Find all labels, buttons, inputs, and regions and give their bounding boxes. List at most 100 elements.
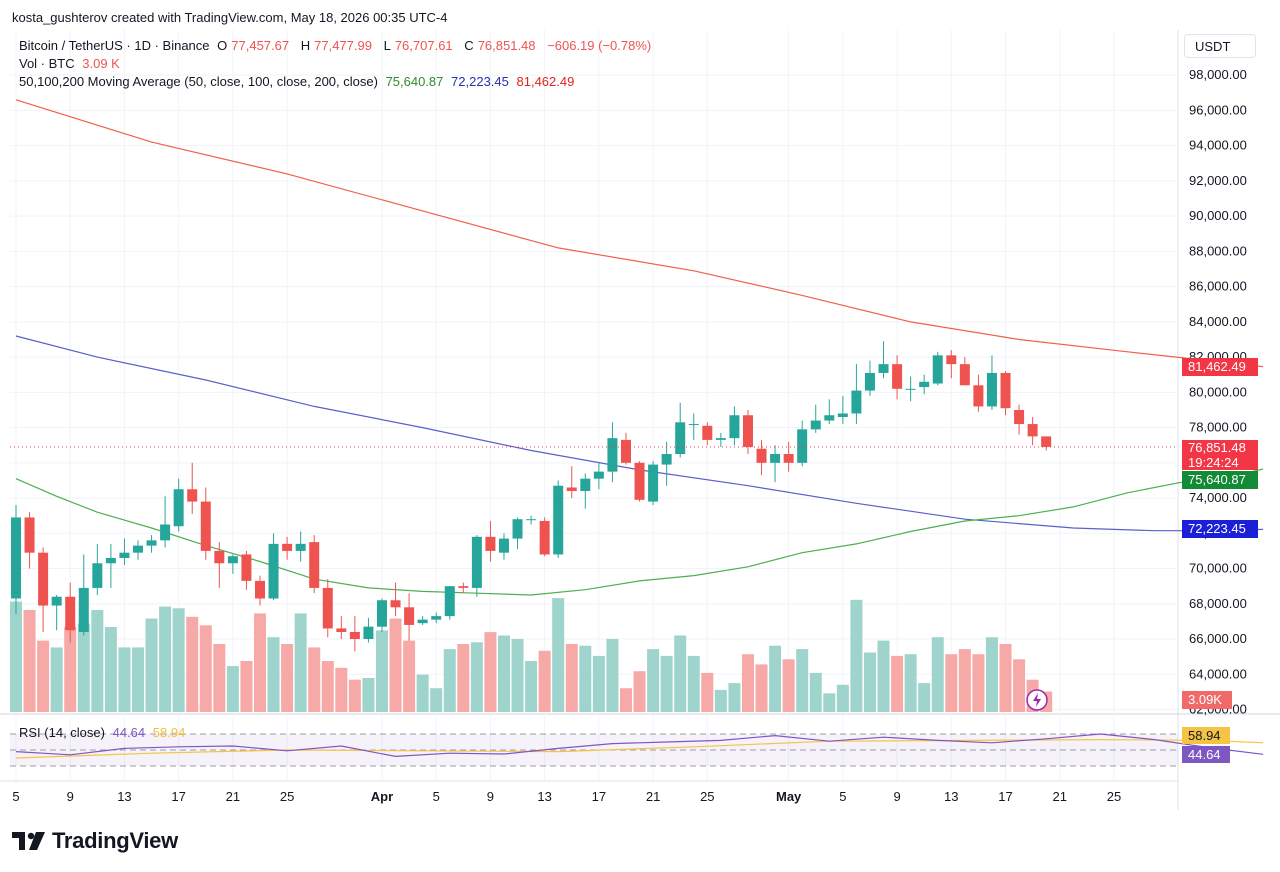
volume-bar — [728, 683, 741, 712]
candle-body — [797, 429, 808, 463]
candle-body — [810, 420, 821, 430]
volume-bar — [172, 608, 185, 712]
time-tick-label: 25 — [280, 789, 294, 804]
volume-bar — [918, 683, 931, 712]
candle-body — [160, 524, 171, 541]
candle-body — [295, 543, 306, 551]
time-tick-label: 21 — [1053, 789, 1067, 804]
high-value: 77,477.99 — [314, 38, 372, 53]
volume-bar — [145, 618, 158, 712]
candle-body — [241, 554, 252, 581]
candle-body — [51, 596, 62, 606]
volume-label[interactable]: Vol · BTC — [19, 56, 75, 71]
symbol-name[interactable]: Bitcoin / TetherUS · 1D · Binance — [19, 38, 210, 53]
volume-bar — [647, 649, 660, 712]
rsi-legend: RSI (14, close) 44.64 58.94 — [19, 725, 189, 740]
time-tick-label: 21 — [226, 789, 240, 804]
ma-label[interactable]: 50,100,200 Moving Average (50, close, 10… — [19, 74, 378, 89]
candle-body — [580, 478, 591, 492]
volume-bar — [375, 630, 388, 712]
volume-bar — [443, 649, 456, 712]
last-price-tag: 76,851.48 19:24:24 — [1182, 440, 1258, 470]
price-tick-label: 86,000.00 — [1189, 279, 1247, 294]
price-tick-label: 68,000.00 — [1189, 596, 1247, 611]
ma200-price-tag: 81,462.49 — [1182, 358, 1258, 376]
candle-body — [620, 439, 631, 463]
candle-body — [824, 415, 835, 421]
candle-body — [1027, 424, 1038, 437]
candle-body — [986, 372, 997, 407]
volume-bar — [809, 672, 822, 712]
volume-bar — [796, 649, 809, 712]
volume-bar — [904, 654, 917, 712]
ma200-value: 81,462.49 — [516, 74, 575, 89]
ma50-price-tag: 75,640.87 — [1182, 471, 1258, 489]
volume-bar — [77, 623, 90, 712]
candle-body — [282, 543, 293, 551]
volume-bar — [863, 652, 876, 712]
ma100-value: 72,223.45 — [451, 74, 509, 89]
volume-bar — [403, 640, 416, 712]
volume-bar — [470, 642, 483, 712]
volume-bar — [592, 655, 605, 712]
volume-bar — [619, 688, 632, 712]
last-price-value: 76,851.48 — [1188, 440, 1246, 455]
volume-bar — [118, 647, 131, 712]
volume-bar — [782, 659, 795, 712]
volume-bar — [633, 671, 646, 712]
candle-body — [675, 422, 686, 455]
volume-bar — [37, 640, 50, 712]
candle-body — [688, 424, 699, 426]
candle-body — [973, 385, 984, 407]
candle-body — [878, 364, 889, 373]
volume-bar — [213, 644, 226, 712]
candle-body — [268, 543, 279, 599]
ma50-value: 75,640.87 — [385, 74, 444, 89]
candle-body — [173, 489, 184, 527]
lightning-icon — [1033, 693, 1041, 707]
price-tick-label: 64,000.00 — [1189, 666, 1247, 681]
tradingview-logo-icon — [12, 832, 45, 850]
open-label: O — [217, 38, 228, 53]
volume-bar — [253, 613, 266, 712]
time-tick-label: 5 — [839, 789, 846, 804]
candle-body — [648, 464, 659, 502]
tradingview-logo: TradingView — [12, 828, 178, 854]
time-tick-label: May — [776, 789, 802, 804]
candle-body — [24, 517, 35, 553]
candle-body — [417, 619, 428, 624]
volume-bar — [511, 638, 524, 712]
time-tick-label: 25 — [1107, 789, 1121, 804]
candle-body — [864, 372, 875, 391]
rsi-label[interactable]: RSI (14, close) — [19, 725, 105, 740]
price-tick-label: 92,000.00 — [1189, 173, 1247, 188]
close-label: C — [464, 38, 474, 53]
volume-bar — [497, 635, 510, 712]
candle-body — [444, 586, 455, 617]
volume-bar — [348, 679, 361, 712]
candle-body — [729, 415, 740, 439]
time-tick-label: 9 — [67, 789, 74, 804]
high-label: H — [300, 38, 311, 53]
time-tick-label: 9 — [487, 789, 494, 804]
candle-body — [92, 563, 103, 588]
volume-bar — [199, 625, 212, 712]
time-tick-label: Apr — [371, 789, 393, 804]
price-tick-label: 66,000.00 — [1189, 631, 1247, 646]
volume-bar — [389, 618, 402, 712]
volume-bar — [23, 610, 36, 712]
volume-bar — [321, 661, 334, 712]
candle-body — [892, 364, 903, 389]
chart-caption: kosta_gushterov created with TradingView… — [12, 10, 448, 25]
volume-bar — [64, 627, 77, 712]
currency-selector[interactable]: USDT — [1184, 34, 1256, 58]
volume-bar — [281, 644, 294, 712]
volume-bar — [552, 598, 565, 712]
volume-bar — [850, 599, 863, 712]
price-tick-label: 88,000.00 — [1189, 243, 1247, 258]
volume-bar — [1013, 659, 1026, 712]
bar-countdown: 19:24:24 — [1188, 455, 1239, 470]
volume-bar — [999, 644, 1012, 712]
time-tick-label: 13 — [537, 789, 551, 804]
